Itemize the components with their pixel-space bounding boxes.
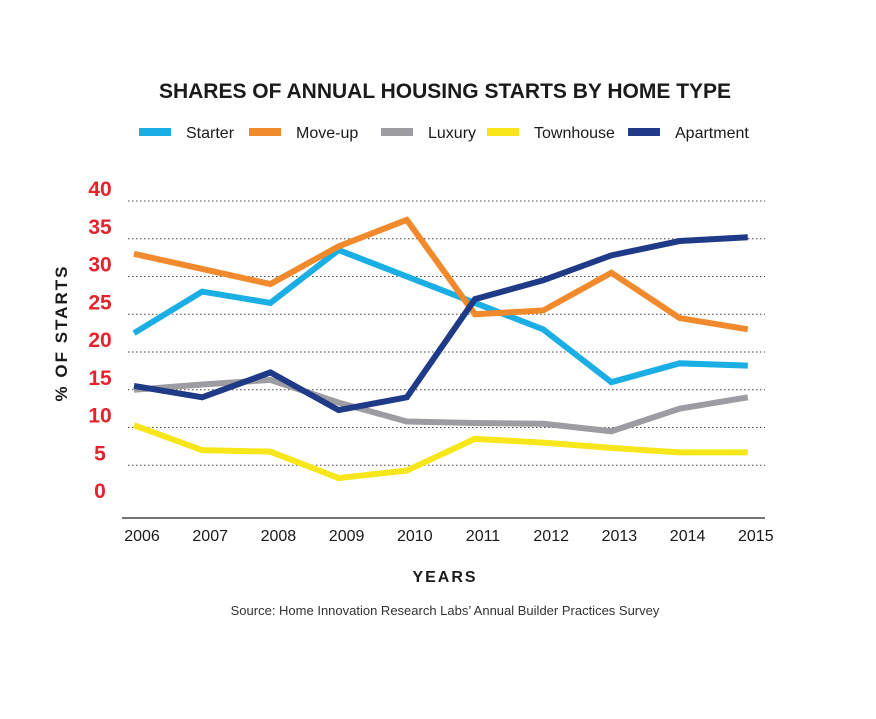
source-note: Source: Home Innovation Research Labs’ A… (231, 603, 660, 618)
x-tick-label: 2006 (124, 528, 160, 545)
x-tick-label: 2014 (670, 528, 706, 545)
y-tick-label: 25 (88, 291, 112, 314)
y-tick-label: 20 (88, 329, 111, 352)
x-axis-label: YEARS (412, 569, 477, 586)
series-line-townhouse (132, 422, 748, 482)
legend-label-starter: Starter (186, 125, 235, 142)
series-line-apartment (133, 234, 748, 414)
y-tick-label: 30 (88, 254, 111, 277)
legend-swatch-apartment (628, 128, 660, 136)
x-axis-ticks: 2006 2007 2008 2009 2010 2011 2012 2013 2014 2015 (124, 528, 773, 545)
series-line-starter (132, 246, 748, 386)
legend-swatch-starter (139, 128, 171, 136)
y-tick-label: 40 (88, 178, 111, 201)
chart-title: SHARES OF ANNUAL HOUSING STARTS BY HOME … (159, 80, 731, 103)
legend-label-townhouse: Townhouse (534, 125, 615, 142)
y-tick-label: 10 (88, 405, 111, 428)
y-tick-label: 15 (88, 367, 112, 390)
legend: Starter Move-up Luxury Townhouse Apartment (139, 125, 749, 142)
legend-label-move-up: Move-up (296, 125, 358, 142)
legend-swatch-move-up (249, 128, 281, 136)
series-lines (132, 216, 749, 482)
y-tick-label: 5 (94, 442, 106, 465)
legend-label-luxury: Luxury (428, 125, 476, 142)
x-tick-label: 2008 (261, 528, 297, 545)
x-tick-label: 2012 (533, 528, 569, 545)
x-tick-label: 2009 (329, 528, 365, 545)
legend-label-apartment: Apartment (675, 125, 749, 142)
x-tick-label: 2007 (192, 528, 228, 545)
y-tick-label: 0 (94, 480, 106, 503)
y-axis-ticks: 40 35 30 25 20 15 10 5 0 (88, 178, 112, 503)
x-tick-label: 2015 (738, 528, 774, 545)
y-axis-label: % OF STARTS (52, 265, 71, 402)
y-tick-label: 35 (88, 216, 112, 239)
series-line-move-up (133, 216, 749, 333)
legend-swatch-luxury (381, 128, 413, 136)
x-tick-label: 2011 (466, 528, 501, 545)
x-tick-label: 2010 (397, 528, 433, 545)
x-tick-label: 2013 (602, 528, 638, 545)
legend-swatch-townhouse (487, 128, 519, 136)
